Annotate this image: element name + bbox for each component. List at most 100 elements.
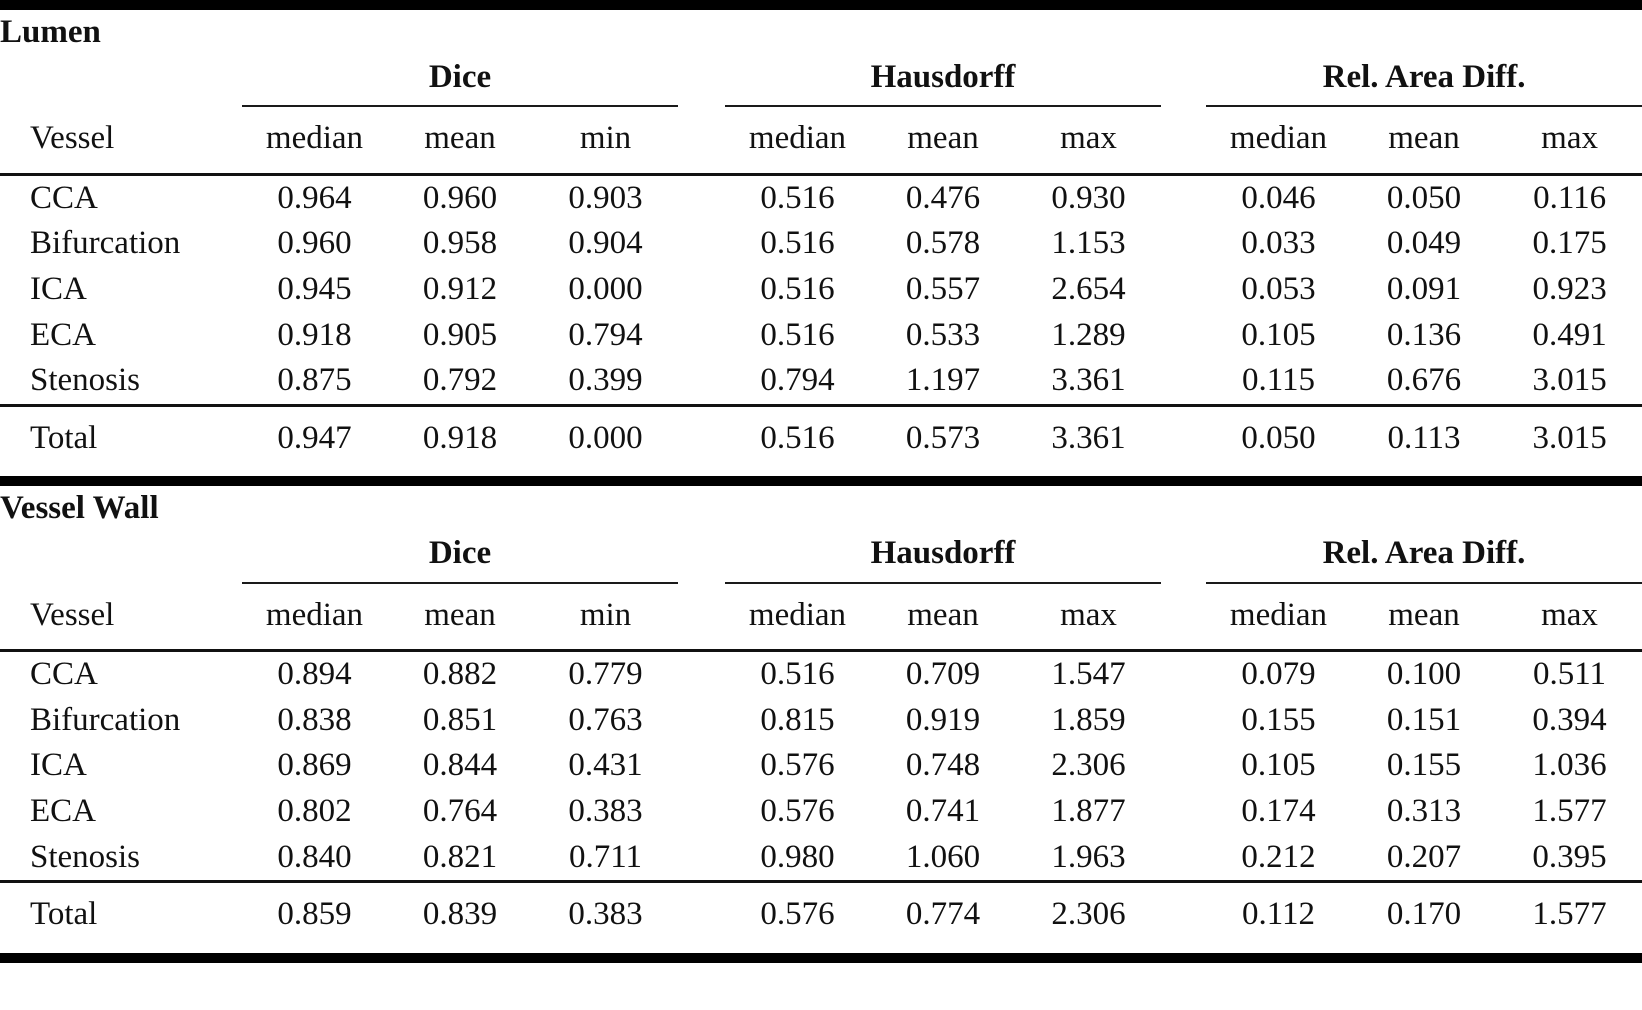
subcolumn-label: max [1060,596,1117,633]
spacer [1161,743,1206,789]
metric-value: 0.079 [1206,649,1351,698]
metric-value: 0.774 [870,880,1016,958]
metric-value: 0.050 [1351,172,1497,222]
table-row: Stenosis 0.840 0.821 0.711 0.980 1.060 1… [0,835,1642,882]
subcolumn-label: min [579,596,632,633]
metric-value: 0.170 [1351,880,1497,958]
metric-value: 1.289 [1051,316,1126,353]
metric-value: 1.859 [1051,701,1126,738]
metric-value: 0.516 [760,270,835,307]
subcolumn-label: median [1229,596,1328,633]
metric-value: 0.869 [277,747,352,784]
spacer [678,789,725,835]
metric-value: 0.947 [242,403,387,477]
metric-value: 0.748 [905,747,981,784]
metric-value: 0.918 [277,316,352,353]
spacer [678,106,725,174]
total-row: Total 0.947 0.918 0.000 0.516 0.573 3.36… [0,403,1642,477]
metric-value: 1.060 [905,838,981,875]
metric-value: 0.000 [568,270,643,307]
metric-value: 0.155 [1386,747,1462,784]
table-row: ECA 0.918 0.905 0.794 0.516 0.533 1.289 … [0,313,1642,359]
metric-value: 0.533 [905,316,981,353]
column-group-hausdorff: Hausdorff [725,531,1161,584]
metric-value: 0.815 [760,701,835,738]
metric-value: 0.958 [422,225,498,262]
metric-value: 0.383 [568,792,643,829]
metric-value: 0.764 [422,792,498,829]
metric-value: 2.306 [1051,747,1126,784]
metric-value: 0.516 [760,225,835,262]
section-title: Vessel Wall [0,490,159,527]
metric-value: 1.877 [1051,792,1126,829]
metric-value: 0.136 [1386,316,1462,353]
metric-value: 0.113 [1351,403,1497,477]
column-group-dice: Dice [242,531,678,584]
spacer [1161,698,1206,744]
metric-value: 0.000 [533,403,678,477]
metric-value: 0.100 [1351,649,1497,698]
subcolumn-label: mean [907,596,979,633]
subcolumn-label: mean [907,120,979,157]
metric-value: 0.049 [1386,225,1462,262]
table-row: ECA 0.802 0.764 0.383 0.576 0.741 1.877 … [0,789,1642,835]
metric-value: 0.709 [870,649,1016,698]
metric-value: 0.980 [760,838,835,875]
metric-value: 0.399 [568,362,643,399]
metric-value: 0.930 [1016,172,1161,222]
subcolumn-label: mean [424,120,496,157]
total-row: Total 0.859 0.839 0.383 0.576 0.774 2.30… [0,880,1642,958]
spacer [1161,358,1206,405]
vessel-name: ICA [30,747,87,784]
vessel-name: Total [0,403,242,477]
metric-value: 0.151 [1386,701,1462,738]
metric-value: 3.361 [1016,403,1161,477]
spacer [678,313,725,359]
column-group-row: Dice Hausdorff Rel. Area Diff. [0,55,1642,108]
metric-value: 0.840 [277,838,352,875]
column-group-dice: Dice [242,55,678,108]
vessel-name: ECA [30,316,96,353]
metric-value: 3.015 [1497,403,1642,477]
vessel-name: CCA [0,649,242,698]
metric-value: 0.476 [870,172,1016,222]
metric-value: 0.903 [533,172,678,222]
metric-value: 0.174 [1241,792,1316,829]
subcolumn-label: median [748,120,847,157]
spacer [678,649,725,698]
spacer [0,532,242,583]
metric-value: 0.431 [568,747,643,784]
metric-value: 0.576 [760,792,835,829]
spacer [1161,106,1206,174]
metric-value: 0.945 [277,270,352,307]
metric-value: 0.046 [1206,172,1351,222]
table-row: Bifurcation 0.960 0.958 0.904 0.516 0.57… [0,221,1642,267]
column-group-row: Dice Hausdorff Rel. Area Diff. [0,531,1642,584]
metric-value: 0.711 [568,838,643,875]
metric-value: 0.851 [422,701,498,738]
spacer [1161,172,1206,222]
vessel-name: Total [0,880,242,958]
spacer [678,172,725,222]
metric-value: 0.882 [387,649,533,698]
metric-value: 0.905 [422,316,498,353]
metric-value: 0.576 [725,880,870,958]
subheader-row: Vessel median mean min median mean max m… [0,583,1642,651]
metric-value: 0.578 [905,225,981,262]
spacer [678,743,725,789]
metric-value: 0.105 [1241,747,1316,784]
metric-value: 0.313 [1386,792,1462,829]
metric-value: 0.960 [277,225,352,262]
metric-value: 0.105 [1241,316,1316,353]
spacer [1161,221,1206,267]
subcolumn-label: median [748,596,847,633]
spacer [678,267,725,313]
spacer [678,358,725,405]
vessel-name: ICA [30,270,87,307]
metric-value: 1.197 [905,362,981,399]
spacer [678,403,725,477]
spacer [678,56,725,107]
subcolumn-label: median [265,120,364,157]
table-row: CCA 0.894 0.882 0.779 0.516 0.709 1.547 … [0,649,1642,698]
metric-value: 0.794 [568,316,643,353]
